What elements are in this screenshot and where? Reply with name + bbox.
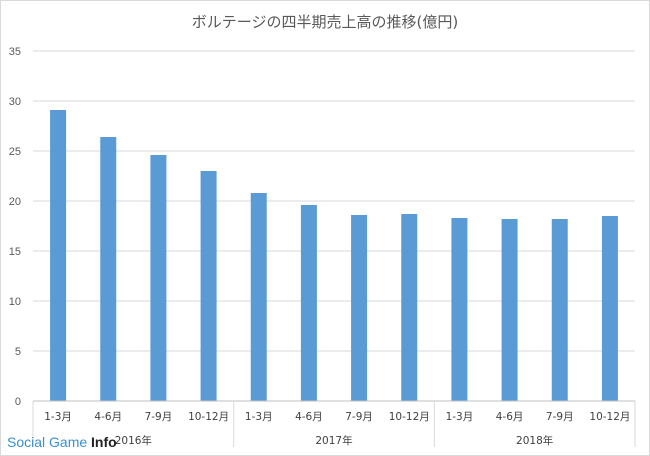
bar (250, 193, 267, 401)
bar (601, 216, 618, 401)
x-group-label: 2017年 (315, 434, 352, 447)
y-tick-label: 5 (15, 346, 21, 358)
watermark-part2: Info (91, 434, 117, 450)
x-category-label: 10-12月 (188, 411, 229, 423)
x-category-label: 4-6月 (295, 411, 323, 423)
x-category-label: 1-3月 (245, 411, 273, 423)
bar (300, 205, 317, 401)
x-category-label: 4-6月 (496, 411, 524, 423)
y-tick-label: 0 (15, 396, 21, 408)
y-tick-label: 30 (9, 96, 21, 108)
bar (551, 219, 568, 401)
bar (50, 110, 67, 401)
x-category-label: 7-9月 (345, 411, 373, 423)
bar (351, 215, 368, 401)
x-group-label: 2018年 (516, 434, 553, 447)
bar (401, 214, 418, 401)
x-category-label: 4-6月 (94, 411, 122, 423)
y-tick-label: 20 (9, 196, 21, 208)
watermark: Social Game Info (7, 434, 117, 450)
x-category-label: 7-9月 (546, 411, 574, 423)
chart-title: ボルテージの四半期売上高の推移(億円) (192, 13, 458, 31)
y-tick-label: 35 (9, 46, 21, 58)
x-category-label: 10-12月 (389, 411, 430, 423)
bar (150, 155, 167, 401)
svg-text:Social Game Info: Social Game Info (7, 434, 117, 450)
bar (451, 218, 468, 401)
bars (50, 110, 618, 401)
x-axis: 1-3月 4-6月 7-9月 10-12月 1-3月 4-6月 7-9月 10-12月 1-3月… (32, 400, 636, 447)
y-tick-label: 15 (9, 246, 21, 258)
x-category-label: 7-9月 (145, 411, 173, 423)
y-tick-label: 10 (9, 296, 21, 308)
x-group-label: 2016年 (115, 434, 152, 447)
bar (100, 137, 117, 401)
x-category-label: 10-12月 (589, 411, 630, 423)
x-category-label: 1-3月 (446, 411, 474, 423)
gridlines (33, 50, 635, 402)
x-category-label: 1-3月 (44, 411, 72, 423)
bar (200, 171, 217, 401)
y-axis-ticks: 0 5 10 15 20 25 30 35 (9, 46, 21, 408)
bar (501, 219, 518, 401)
watermark-part1: Social Game (7, 434, 91, 450)
y-tick-label: 25 (9, 146, 21, 158)
